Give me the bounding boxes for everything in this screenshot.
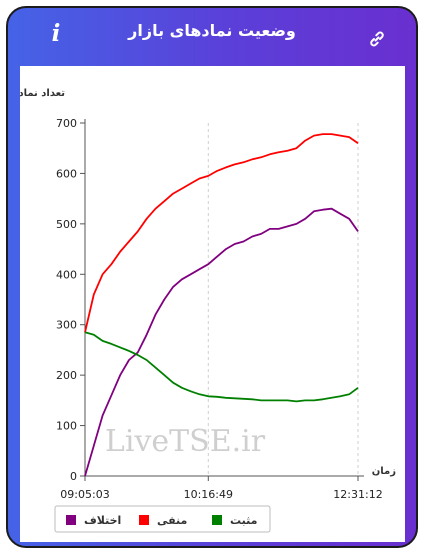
legend-label-mosbat: مثبت (230, 514, 257, 527)
header: i وضعیت نمادهای بازار (8, 8, 416, 66)
x-axis-title: زمان (372, 466, 396, 477)
watermark: LiveTSE.ir (105, 424, 266, 459)
legend-label-ekhtelaf: اختلاف (84, 514, 121, 527)
legend-swatch-ekhtelaf (66, 515, 76, 525)
info-icon[interactable]: i (51, 20, 61, 47)
x-tick-label: 12:31:12 (333, 488, 382, 501)
y-axis-title: تعداد نماد (20, 88, 65, 99)
series-line-1 (84, 133, 359, 333)
y-tick-label: 0 (70, 470, 77, 483)
series-line-2 (84, 331, 359, 403)
legend-label-manfi: منفی (157, 514, 187, 527)
y-tick-label: 500 (56, 218, 77, 231)
y-tick-label: 600 (56, 167, 77, 180)
x-tick-label: 10:16:49 (184, 488, 233, 501)
y-tick-label: 700 (56, 117, 77, 130)
y-tick-label: 400 (56, 268, 77, 281)
y-tick-label: 300 (56, 319, 77, 332)
legend-box (54, 505, 271, 533)
y-tick-label: 100 (56, 420, 77, 433)
chart: LiveTSE.ir تعداد نماد زمان 0 100 200 300 400… (18, 88, 396, 533)
legend-swatch-manfi (139, 515, 149, 525)
legend-swatch-mosbat (212, 515, 222, 525)
series-line-0 (84, 207, 359, 477)
chart-panel: LiveTSE.ir تعداد نماد زمان 0 100 200 300 400… (18, 66, 405, 542)
y-tick-label: 200 (56, 369, 77, 382)
page-title: وضعیت نمادهای بازار (128, 21, 296, 40)
widget-frame: i وضعیت نمادهای بازار LiveTSE.ir تعداد ن… (6, 6, 418, 548)
legend: مثبت منفی اختلاف (54, 505, 271, 533)
x-tick-label: 09:05:03 (60, 488, 109, 501)
link-icon[interactable] (368, 30, 386, 48)
